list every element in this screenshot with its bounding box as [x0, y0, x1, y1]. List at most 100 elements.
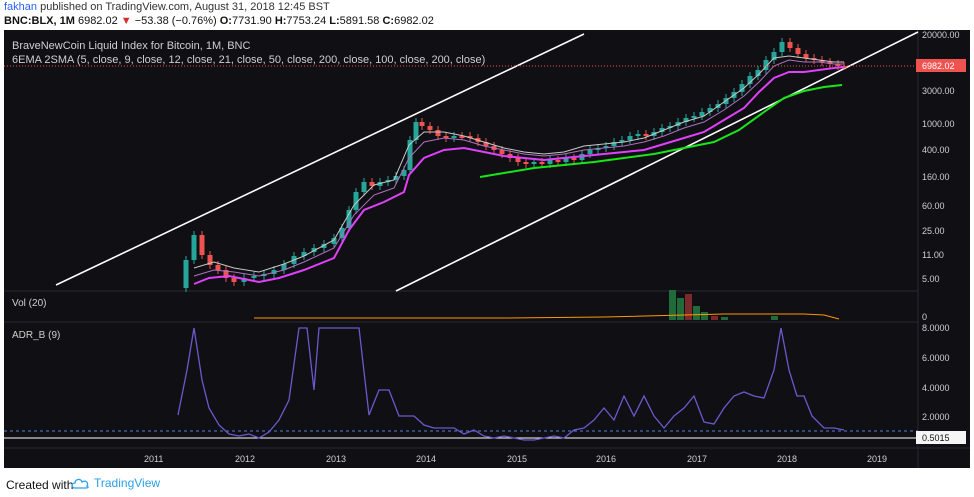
candle-body[interactable]: [707, 108, 713, 112]
adr-tick: 4.0000: [922, 383, 950, 393]
adr-tick: 2.0000: [922, 412, 950, 422]
ema-line-thin-1: [193, 59, 844, 277]
sma-line-green: [479, 84, 843, 178]
candle-body[interactable]: [683, 118, 689, 122]
price-tick: 5.00: [922, 274, 940, 284]
candle-body[interactable]: [547, 160, 553, 164]
candle-body[interactable]: [635, 134, 641, 136]
price-tick: 20000.00: [922, 30, 960, 40]
candle-body[interactable]: [691, 116, 697, 118]
trendline-upper-left[interactable]: [55, 33, 585, 286]
price-tick: 25.00: [922, 226, 945, 236]
candle-body[interactable]: [603, 146, 609, 148]
chart-area[interactable]: BraveNewCoin Liquid Index for Bitcoin, 1…: [4, 30, 970, 468]
candle-body[interactable]: [779, 42, 785, 52]
candle-body[interactable]: [451, 136, 457, 138]
candle-body[interactable]: [483, 142, 489, 146]
candle-body[interactable]: [611, 142, 617, 146]
author-link[interactable]: fakhan: [4, 1, 38, 13]
price-tick: 60.00: [922, 201, 945, 211]
candle-body[interactable]: [251, 276, 257, 278]
candle-body[interactable]: [231, 278, 237, 282]
candle-body[interactable]: [199, 235, 205, 255]
candle-body[interactable]: [819, 60, 825, 62]
time-tick: 2017: [687, 454, 707, 464]
candle-body[interactable]: [755, 70, 761, 76]
candle-body[interactable]: [407, 140, 413, 170]
volume-bar: [701, 312, 708, 320]
candle-body[interactable]: [787, 42, 793, 48]
candle-body[interactable]: [627, 136, 633, 140]
candle-body[interactable]: [739, 84, 745, 92]
tradingview-link[interactable]: TradingView: [70, 476, 160, 490]
candle-body[interactable]: [215, 265, 221, 270]
candle-body[interactable]: [207, 255, 213, 265]
candle-body[interactable]: [459, 136, 465, 138]
high-label: H:: [274, 15, 287, 27]
trendline-lower-right[interactable]: [395, 31, 919, 292]
candle-body[interactable]: [659, 128, 665, 132]
chart-svg[interactable]: BraveNewCoin Liquid Index for Bitcoin, 1…: [4, 30, 970, 468]
volume-bar: [711, 316, 718, 320]
candle-body[interactable]: [443, 136, 449, 138]
candle-body[interactable]: [321, 244, 327, 248]
candle-body[interactable]: [183, 260, 189, 288]
candle-body[interactable]: [539, 162, 545, 164]
candle-body[interactable]: [467, 136, 473, 138]
adr-legend: ADR_B (9): [12, 330, 60, 341]
candle-body[interactable]: [803, 54, 809, 58]
candle-body[interactable]: [419, 122, 425, 126]
candle-body[interactable]: [331, 238, 337, 244]
price-tick: 160.00: [922, 172, 950, 182]
candle-body[interactable]: [587, 150, 593, 154]
candle-body[interactable]: [555, 160, 561, 162]
low-label: L:: [329, 15, 340, 27]
candle-body[interactable]: [223, 270, 229, 278]
candle-body[interactable]: [835, 64, 841, 66]
candle-body[interactable]: [393, 176, 399, 180]
candle-body[interactable]: [619, 140, 625, 142]
candle-body[interactable]: [301, 252, 307, 256]
candle-body[interactable]: [499, 150, 505, 154]
price-axis[interactable]: 20000.00 6982.02 3000.00 1000.00 400.00 …: [916, 30, 966, 284]
close-value: 6982.02: [394, 15, 434, 27]
current-price-badge-bg: [916, 59, 966, 72]
adr-current-badge: 0.5015: [922, 433, 950, 443]
indicator-legend: 6EMA 2SMA (5, close, 9, close, 12, close…: [12, 54, 485, 66]
candle-body[interactable]: [563, 158, 569, 162]
candle-body[interactable]: [346, 210, 352, 228]
candle-body[interactable]: [281, 264, 287, 270]
candle-body[interactable]: [771, 52, 777, 60]
publish-line: fakhan published on TradingView.com, Aug…: [4, 1, 330, 13]
candle-body[interactable]: [643, 134, 649, 136]
candle-body[interactable]: [515, 158, 521, 162]
candle-body[interactable]: [531, 162, 537, 164]
candle-body[interactable]: [435, 130, 441, 136]
candle-body[interactable]: [667, 126, 673, 128]
time-tick: 2015: [507, 454, 527, 464]
volume-bar: [685, 294, 692, 320]
candle-body[interactable]: [369, 182, 375, 186]
volume-ma-line: [254, 313, 840, 320]
published-text: published on TradingView.com, August 31,…: [40, 1, 330, 13]
candle-body[interactable]: [311, 248, 317, 252]
candle-body[interactable]: [353, 192, 359, 210]
candle-body[interactable]: [401, 170, 407, 176]
candle-body[interactable]: [339, 228, 345, 238]
price-tick: 400.00: [922, 145, 950, 155]
adr-axis[interactable]: 8.0000 6.0000 4.0000 2.0000 0.5015: [916, 323, 966, 444]
volume-bars: [669, 290, 778, 320]
time-tick: 2018: [777, 454, 797, 464]
candle-body[interactable]: [795, 48, 801, 54]
candle-body[interactable]: [191, 235, 197, 260]
candle-body[interactable]: [747, 76, 753, 84]
candle-body[interactable]: [699, 112, 705, 116]
candle-body[interactable]: [361, 182, 367, 192]
candle-body[interactable]: [427, 126, 433, 130]
candle-body[interactable]: [763, 60, 769, 70]
ema-line-thin-2: [193, 55, 844, 273]
candle-body[interactable]: [413, 122, 419, 140]
time-axis[interactable]: 2011 2012 2013 2014 2015 2016 2017 2018 …: [144, 454, 887, 464]
candle-body[interactable]: [523, 162, 529, 164]
candle-body[interactable]: [571, 158, 577, 160]
